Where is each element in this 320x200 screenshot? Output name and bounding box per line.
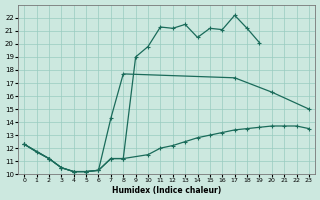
X-axis label: Humidex (Indice chaleur): Humidex (Indice chaleur) (112, 186, 221, 195)
